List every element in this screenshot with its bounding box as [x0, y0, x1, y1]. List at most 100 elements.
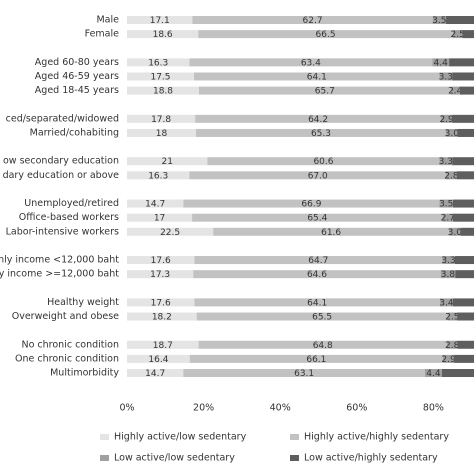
bar-segment	[442, 256, 455, 265]
bar-segment	[183, 369, 425, 377]
value-label: 17.3	[150, 270, 170, 280]
value-label: 16.4	[148, 355, 168, 365]
value-label: 64.2	[308, 115, 328, 125]
value-label: 63.1	[294, 369, 314, 379]
category-label: ced/separated/widowed	[6, 113, 119, 124]
value-label: 2.7	[441, 214, 455, 224]
category-label: Overweight and obese	[12, 311, 119, 322]
category-label: No chronic condition	[21, 339, 119, 350]
bar-segment	[127, 298, 195, 307]
bar-segment	[456, 171, 474, 180]
value-label: 3.0	[445, 129, 460, 139]
bar-segment	[127, 86, 200, 95]
bar-segment	[127, 128, 196, 137]
bar-segment	[440, 270, 456, 279]
bar-segment	[189, 354, 443, 363]
bar-segment	[189, 171, 447, 180]
bar-segment	[447, 312, 458, 321]
bar-segment	[439, 157, 453, 166]
bar-segment	[442, 213, 453, 222]
bar-segment	[183, 199, 440, 208]
bar-segment	[194, 256, 443, 265]
value-label: 18.2	[152, 313, 172, 323]
value-label: 2.9	[441, 355, 456, 365]
bar-segment	[432, 16, 447, 24]
x-tick-label: 60%	[346, 403, 367, 414]
x-tick-label: 0%	[119, 403, 134, 414]
bar-segment	[127, 16, 193, 24]
legend-label: Highly active/low sedentary	[114, 432, 247, 443]
bar-segment	[432, 58, 450, 67]
category-label: Aged 60-80 years	[35, 57, 119, 68]
bar-segment	[449, 227, 461, 236]
value-label: 65.4	[307, 214, 327, 224]
bar-segment	[446, 16, 474, 24]
value-label: 61.6	[321, 228, 341, 238]
value-label: 64.6	[307, 270, 327, 280]
category-label: Healthy weight	[47, 297, 119, 308]
value-label: 66.5	[316, 30, 336, 40]
value-label: 60.6	[313, 157, 333, 167]
value-label: 18.7	[153, 341, 173, 351]
value-label: 64.1	[307, 72, 327, 82]
value-label: 3.5	[432, 16, 446, 26]
bar-segment	[460, 227, 474, 236]
legend-swatch	[100, 434, 109, 440]
bar-segment	[454, 256, 474, 265]
value-label: 63.4	[301, 58, 321, 68]
category-label: Female	[85, 29, 120, 40]
bar-segment	[213, 227, 450, 236]
bar-segment	[198, 30, 453, 39]
bar-segment	[127, 199, 184, 208]
bar-segment	[424, 369, 442, 377]
value-label: 17.1	[150, 16, 170, 26]
category-label: Male	[96, 15, 119, 26]
bar-segment	[446, 128, 458, 137]
value-label: 67.0	[308, 171, 328, 181]
legend-label: Low active/low sedentary	[114, 453, 235, 464]
bar-segment	[127, 312, 197, 321]
x-tick-label: 80%	[423, 403, 444, 414]
bar-segment	[457, 312, 474, 321]
value-label: 17.5	[150, 72, 170, 82]
value-label: 22.5	[160, 228, 180, 238]
category-label: Office-based workers	[19, 212, 119, 223]
value-label: 16.3	[148, 171, 168, 181]
bar-segment	[127, 58, 190, 67]
bar-segment	[127, 114, 196, 123]
value-label: 2.8	[445, 341, 460, 351]
value-label: 3.3	[439, 157, 453, 167]
bar-segment	[455, 270, 474, 279]
value-label: 64.7	[308, 256, 328, 266]
value-label: 2.5	[451, 30, 465, 40]
category-label: Multimorbidity	[50, 368, 119, 379]
bar-segment	[446, 340, 458, 349]
value-label: 66.1	[306, 355, 326, 365]
category-label: Labor-intensive workers	[6, 226, 119, 237]
legend-label: Low active/highly sedentary	[304, 453, 438, 464]
bar-segment	[195, 128, 447, 137]
bar-segment	[127, 213, 193, 222]
category-label: Aged 18-45 years	[35, 85, 119, 96]
value-label: 4.4	[426, 369, 441, 379]
value-label: 18.6	[153, 30, 173, 40]
bar-segment	[195, 114, 442, 123]
bar-segment	[127, 256, 195, 265]
bar-segment	[452, 157, 474, 166]
value-label: 17.6	[151, 256, 171, 266]
bar-segment	[452, 213, 474, 222]
bar-segment	[452, 298, 474, 307]
bar-segment	[127, 340, 199, 349]
legend-swatch	[100, 455, 109, 461]
value-label: 3.3	[439, 72, 453, 82]
value-label: 3.8	[441, 270, 456, 280]
value-label: 3.5	[439, 200, 453, 210]
bar-segment	[454, 354, 474, 363]
value-label: 4.4	[434, 58, 449, 68]
bar-segment	[452, 30, 463, 39]
bar-segment	[462, 30, 474, 39]
category-label: hly income >=12,000 baht	[0, 269, 119, 280]
bar-segment	[189, 58, 433, 67]
bar-segment	[450, 86, 460, 95]
